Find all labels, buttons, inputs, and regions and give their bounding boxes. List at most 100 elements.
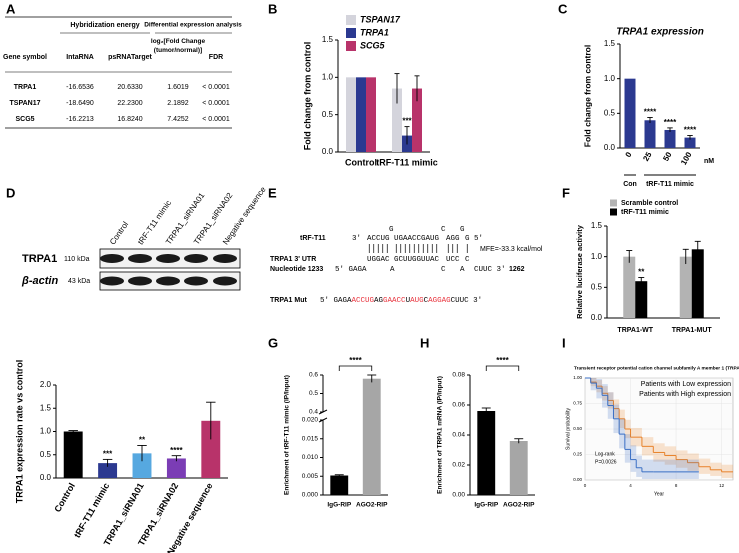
significance: ** <box>139 436 146 445</box>
significance: **** <box>664 118 677 127</box>
x-tick-label: 50 <box>661 150 674 163</box>
panel-label: B <box>268 1 277 16</box>
panel-label: I <box>562 335 566 350</box>
column-header-box: log₂[Fold Change (tumor/normal)] <box>151 38 205 54</box>
column-header: psRNATarget <box>108 54 152 61</box>
y-tick-label: 1.5 <box>604 39 616 48</box>
y-tick-label: 0.5 <box>309 390 318 397</box>
y-tick-label: 0.0 <box>322 147 334 156</box>
y-tick-label: 0.0 <box>40 473 52 482</box>
significance: **** <box>170 446 183 455</box>
sequence-segment: 5' <box>474 235 483 243</box>
y-tick-label: 1.00 <box>573 375 582 380</box>
panel-label: A <box>6 1 16 16</box>
legend-swatch <box>346 28 356 38</box>
confidence-band <box>602 384 608 408</box>
x-tick-label: Control <box>52 481 77 514</box>
sequence-segment: UCC <box>446 256 460 264</box>
blot-row-size: 110 kDa <box>64 256 90 263</box>
sequence-segment: CUUC 3' <box>451 297 483 305</box>
sequence-segment: AGG <box>446 235 460 243</box>
legend-label: TRPA1 <box>360 27 389 37</box>
significance: ** <box>638 268 645 277</box>
y-tick-label: 1.0 <box>40 427 52 436</box>
confidence-band <box>676 450 688 468</box>
sequence-segment: GAACC <box>383 297 406 305</box>
x-axis-label: Year <box>654 491 664 497</box>
table-cell: TSPAN17 <box>10 100 41 107</box>
legend-swatch <box>346 41 356 51</box>
y-tick-label: 1.0 <box>591 252 603 261</box>
y-tick-label: 0.00 <box>573 477 582 482</box>
sequence-label: TRPA1 3' UTR <box>270 256 316 263</box>
significance: **** <box>684 126 697 135</box>
sequence-segment: 5' GAGA <box>320 297 352 305</box>
x-tick-label: 100 <box>679 150 694 167</box>
sequence-segment: CUUC 3' <box>474 266 506 274</box>
blot-row-label: TRPA1 <box>22 253 57 265</box>
table-cell: 16.8240 <box>117 116 142 123</box>
sequence-segment: A <box>460 266 465 274</box>
blot-band <box>128 276 152 286</box>
x-tick-label: tRF-T11 mimic <box>72 481 111 539</box>
bar <box>623 256 636 318</box>
bar <box>664 129 676 148</box>
y-axis-label: Fold change from control <box>302 42 312 151</box>
y-tick-label: 0.00 <box>452 492 465 499</box>
group-header: Hybridization energy <box>70 22 139 29</box>
annotation: Log-rank <box>595 451 615 457</box>
y-tick-label: 0.5 <box>604 108 616 117</box>
y-tick-label: 0.020 <box>302 417 319 424</box>
y-tick-label: 0.015 <box>302 435 319 442</box>
y-tick-label: 0.25 <box>573 452 582 457</box>
panel-label: D <box>6 185 15 200</box>
bar <box>624 78 636 148</box>
blot-band <box>213 276 237 286</box>
panel-label: F <box>562 185 570 200</box>
sequence-segment: GCUUGGUUAC <box>394 256 440 264</box>
y-tick-label: 0.0 <box>591 313 603 322</box>
panel-label: H <box>420 335 429 350</box>
table-cell: < 0.0001 <box>202 116 230 123</box>
bar <box>346 77 356 152</box>
mutant-sequence: 5' GAGAACCUGAGGAACCUAUGCAGGAGCUUC 3' <box>320 297 482 305</box>
y-tick-label: 0.04 <box>452 432 465 439</box>
column-header: IntaRNA <box>66 54 94 61</box>
sequence-bulge: G <box>460 226 465 234</box>
confidence-band <box>687 453 699 471</box>
panel-label: E <box>268 185 277 200</box>
sequence-bulge: G <box>389 226 394 234</box>
table-cell: 22.2300 <box>117 100 142 107</box>
x-tick-label: 0 <box>584 483 587 488</box>
bar <box>362 378 381 495</box>
sequence-bulge: C <box>441 226 446 234</box>
table-cell: < 0.0001 <box>202 100 230 107</box>
y-tick-label: 0.5 <box>322 110 334 119</box>
bar <box>98 463 118 478</box>
y-tick-label: 0.000 <box>302 492 319 499</box>
bar <box>356 77 366 152</box>
blot-band <box>100 276 124 286</box>
x-tick-label: 4 <box>629 483 632 488</box>
table-cell: 2.1892 <box>167 100 189 107</box>
y-tick-label: 0.50 <box>573 426 582 431</box>
legend-swatch <box>610 208 617 216</box>
sequence-segment: AG <box>374 297 384 305</box>
bar <box>366 77 376 152</box>
confidence-band <box>596 379 603 399</box>
y-tick-label: 1.0 <box>322 72 334 81</box>
bar <box>201 420 221 478</box>
y-tick-label: 0.0 <box>604 143 616 152</box>
y-tick-label: 2.0 <box>40 380 52 389</box>
y-axis-label: Enrichment of TRPA1 mRNA (IP/Input) <box>437 376 444 494</box>
bar <box>392 88 402 152</box>
y-tick-label: 0.005 <box>302 473 319 480</box>
bar <box>477 411 496 495</box>
legend-label: Patients with High expression <box>639 391 731 398</box>
y-axis-label: Fold change from control <box>582 45 592 147</box>
significance-bracket <box>338 365 373 371</box>
y-tick-label: 0.06 <box>452 402 465 409</box>
bar <box>691 249 704 318</box>
